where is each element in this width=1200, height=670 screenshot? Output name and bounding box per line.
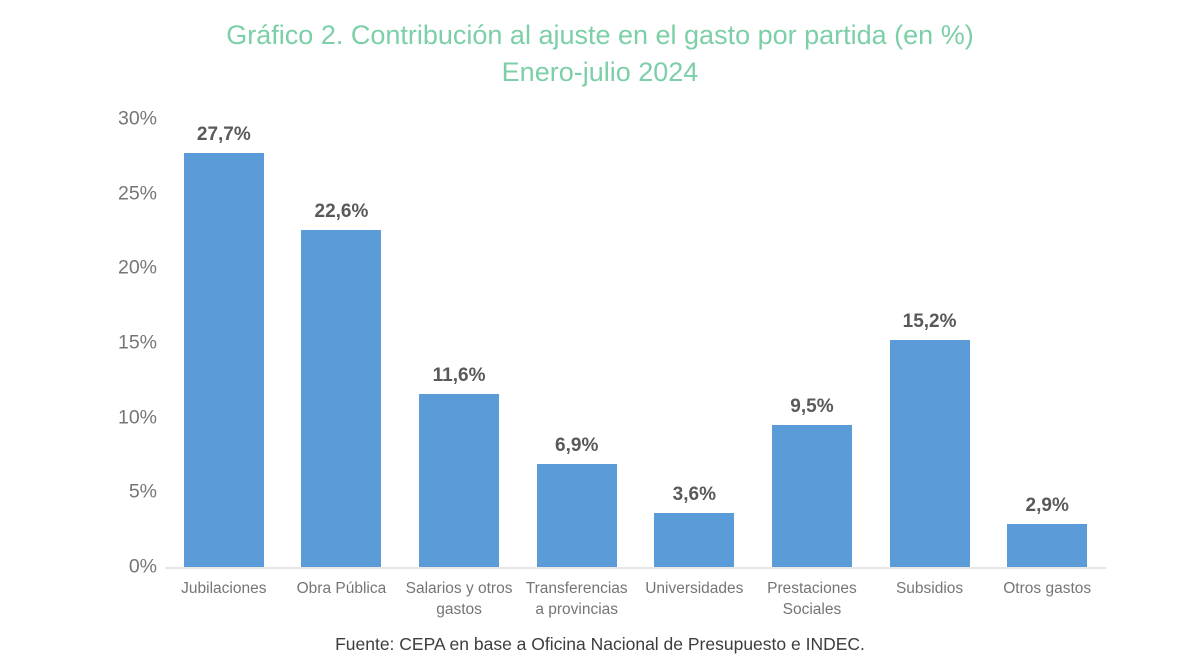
bar-slot: 2,9% bbox=[988, 495, 1106, 567]
bar-otros-gastos bbox=[1007, 523, 1088, 567]
y-axis-tick-label: 15% bbox=[117, 331, 157, 354]
x-axis-category-label: Transferencias a provincias bbox=[525, 580, 628, 618]
bar-subsidios bbox=[889, 340, 970, 567]
x-axis-category-label: Subsidios bbox=[895, 580, 964, 597]
x-axis-labels: Jubilaciones Obra Pública Salarios y otros… bbox=[165, 578, 1106, 620]
bar-value-label: 3,6% bbox=[672, 484, 716, 506]
y-axis-tick-label: 10% bbox=[117, 406, 157, 429]
bar-obra-pública bbox=[301, 229, 382, 567]
bar-value-label: 27,7% bbox=[196, 124, 251, 146]
bar-transferencias-a-provincias bbox=[536, 463, 617, 567]
x-axis-category-label: Jubilaciones bbox=[181, 580, 267, 597]
bar-slot: 9,5% bbox=[753, 396, 871, 567]
y-axis-tick-label: 5% bbox=[128, 480, 157, 503]
bar-slot: 6,9% bbox=[518, 435, 636, 567]
bar-slot: 15,2% bbox=[871, 311, 989, 567]
bar-value-label: 2,9% bbox=[1025, 494, 1069, 516]
bar-slot: 3,6% bbox=[636, 484, 754, 567]
bar-value-label: 11,6% bbox=[432, 364, 486, 386]
bar-value-label: 22,6% bbox=[314, 200, 369, 222]
chart-title: Gráfico 2. Contribución al ajuste en el … bbox=[0, 17, 1200, 91]
bar-slot: 11,6% bbox=[400, 365, 518, 567]
chart-title-line-1: Gráfico 2. Contribución al ajuste en el … bbox=[226, 20, 974, 50]
y-axis-tick-label: 20% bbox=[117, 256, 157, 279]
bar-slot: 27,7% bbox=[165, 124, 283, 567]
y-axis-tick-label: 0% bbox=[128, 555, 157, 578]
plot-area: 27,7% 22,6% 11,6% 6,9% 3,6% 9,5% 15,2% 2,9% bbox=[165, 119, 1106, 569]
bar-slot: 22,6% bbox=[283, 201, 401, 567]
y-axis-tick-label: 30% bbox=[117, 107, 157, 130]
y-axis-tick-label: 25% bbox=[117, 182, 157, 205]
bar-salarios-y-otros-gastos bbox=[419, 393, 500, 567]
x-axis-category-label: Prestaciones Sociales bbox=[767, 580, 857, 618]
source-note: Fuente: CEPA en base a Oficina Nacional … bbox=[335, 634, 865, 654]
x-axis-category-label: Salarios y otros gastos bbox=[405, 580, 513, 618]
x-axis-category-label: Otros gastos bbox=[1003, 580, 1092, 597]
x-axis-category-label: Universidades bbox=[645, 580, 744, 597]
y-axis: 0% 5% 10% 15% 20% 25% 30% bbox=[0, 108, 157, 578]
bar-value-label: 15,2% bbox=[902, 311, 957, 333]
bar-universidades bbox=[654, 513, 735, 567]
bar-value-label: 6,9% bbox=[555, 434, 599, 456]
bar-jubilaciones bbox=[183, 153, 264, 567]
bar-value-label: 9,5% bbox=[790, 396, 834, 418]
bar-prestaciones-sociales bbox=[771, 425, 852, 567]
x-axis-category-label: Obra Pública bbox=[296, 580, 387, 597]
chart-title-line-2: Enero-julio 2024 bbox=[501, 57, 699, 87]
